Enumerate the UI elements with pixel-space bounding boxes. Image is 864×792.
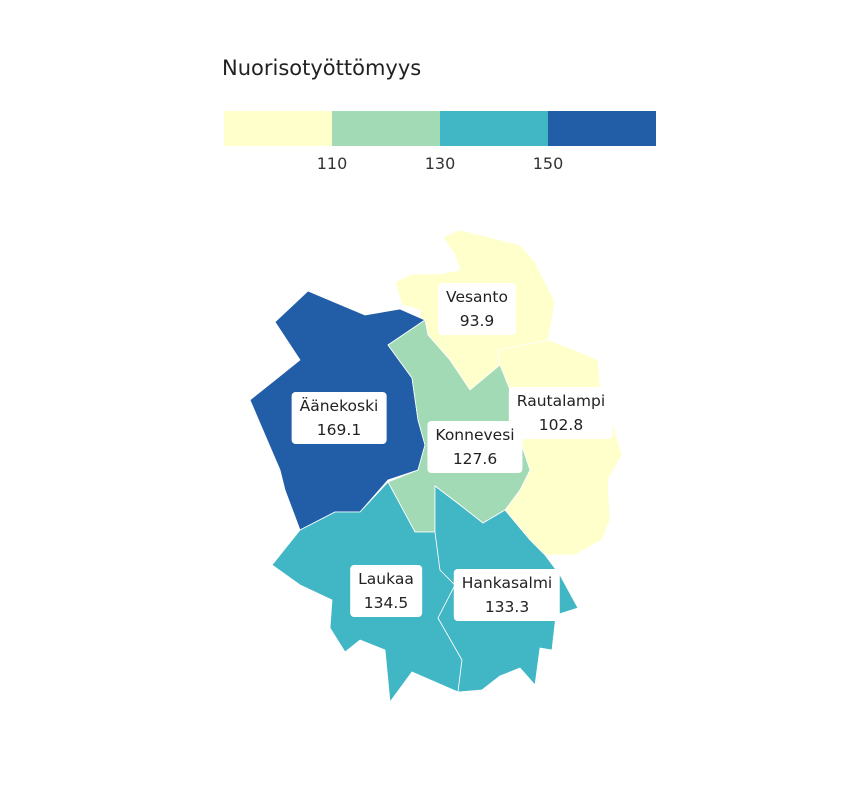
legend-tick-110: 110 [316, 154, 348, 173]
legend-tick-130: 130 [424, 154, 456, 173]
legend-title: Nuorisotyöttömyys [222, 56, 422, 80]
label-konnevesi-value: 127.6 [452, 450, 498, 468]
label-hankasalmi-name: Hankasalmi [461, 574, 553, 592]
label-laukaa: Laukaa 134.5 [350, 565, 422, 617]
label-hankasalmi: Hankasalmi 133.3 [453, 569, 561, 621]
label-laukaa-name: Laukaa [358, 570, 414, 588]
label-rautalampi-value: 102.8 [538, 416, 584, 434]
legend-swatch-2 [332, 111, 440, 146]
label-vesanto-name: Vesanto [446, 288, 508, 306]
legend-color-bar [224, 111, 656, 146]
label-aanekoski-value: 169.1 [316, 421, 362, 439]
label-aanekoski-name: Äänekoski [299, 397, 379, 415]
legend-swatch-1 [224, 111, 332, 146]
label-aanekoski: Äänekoski 169.1 [291, 392, 387, 444]
label-rautalampi: Rautalampi 102.8 [508, 387, 614, 439]
label-konnevesi: Konnevesi 127.6 [427, 421, 523, 473]
legend-tick-150: 150 [532, 154, 564, 173]
legend-swatch-4 [548, 111, 656, 146]
legend-swatch-3 [440, 111, 548, 146]
label-konnevesi-name: Konnevesi [435, 426, 515, 444]
label-vesanto-value: 93.9 [459, 312, 495, 330]
label-rautalampi-name: Rautalampi [516, 392, 606, 410]
label-vesanto: Vesanto 93.9 [438, 283, 516, 335]
label-hankasalmi-value: 133.3 [484, 598, 530, 616]
label-laukaa-value: 134.5 [363, 594, 409, 612]
